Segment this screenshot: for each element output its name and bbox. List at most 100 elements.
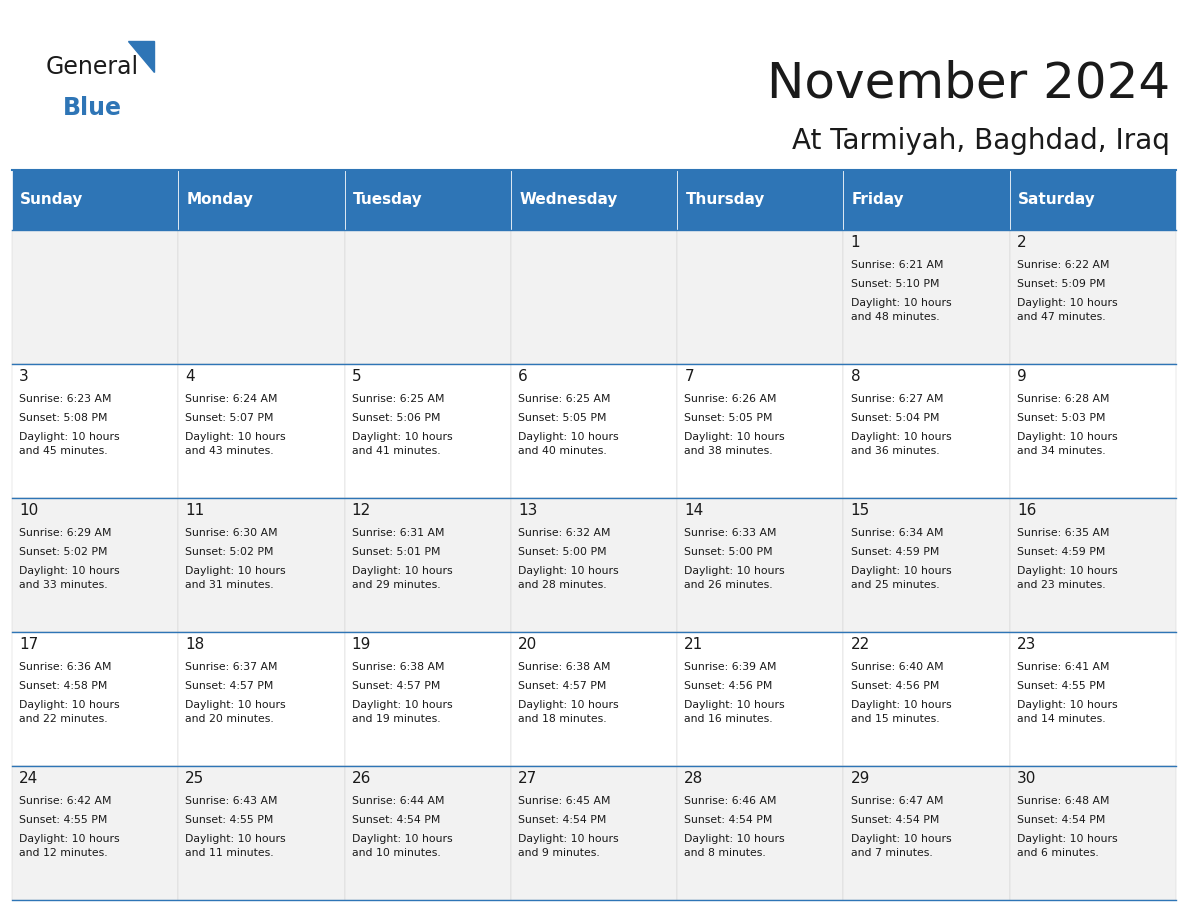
Text: 2: 2 [1017,235,1026,250]
Text: At Tarmiyah, Baghdad, Iraq: At Tarmiyah, Baghdad, Iraq [792,127,1170,155]
Text: General: General [45,55,138,79]
Text: 13: 13 [518,503,537,518]
Text: Monday: Monday [187,192,253,207]
Text: Sunset: 4:54 PM: Sunset: 4:54 PM [352,815,440,825]
Text: 26: 26 [352,771,371,786]
Polygon shape [128,41,154,72]
Bar [511,364,677,498]
Text: Sunset: 4:57 PM: Sunset: 4:57 PM [352,681,440,691]
Text: Sunrise: 6:38 AM: Sunrise: 6:38 AM [352,662,444,672]
Text: Sunrise: 6:25 AM: Sunrise: 6:25 AM [518,394,611,404]
Text: Sunrise: 6:35 AM: Sunrise: 6:35 AM [1017,528,1110,538]
Bar [511,170,677,230]
Text: Sunset: 5:07 PM: Sunset: 5:07 PM [185,413,273,423]
Text: Daylight: 10 hours
and 45 minutes.: Daylight: 10 hours and 45 minutes. [19,432,120,455]
Text: 25: 25 [185,771,204,786]
Bar [1010,230,1176,364]
Text: Sunset: 5:04 PM: Sunset: 5:04 PM [851,413,939,423]
Bar [511,498,677,632]
Text: Daylight: 10 hours
and 48 minutes.: Daylight: 10 hours and 48 minutes. [851,298,952,321]
Text: 17: 17 [19,637,38,652]
Text: Daylight: 10 hours
and 29 minutes.: Daylight: 10 hours and 29 minutes. [352,566,453,589]
Text: Sunset: 5:00 PM: Sunset: 5:00 PM [684,547,773,557]
Bar [12,766,178,900]
Text: Daylight: 10 hours
and 36 minutes.: Daylight: 10 hours and 36 minutes. [851,432,952,455]
Text: Sunrise: 6:29 AM: Sunrise: 6:29 AM [19,528,112,538]
Text: 16: 16 [1017,503,1036,518]
Bar [1010,170,1176,230]
Text: Daylight: 10 hours
and 40 minutes.: Daylight: 10 hours and 40 minutes. [518,432,619,455]
Text: Sunset: 4:54 PM: Sunset: 4:54 PM [851,815,939,825]
Bar [677,766,843,900]
Text: Daylight: 10 hours
and 14 minutes.: Daylight: 10 hours and 14 minutes. [1017,700,1118,723]
Text: 23: 23 [1017,637,1036,652]
Bar [178,230,345,364]
Text: Daylight: 10 hours
and 33 minutes.: Daylight: 10 hours and 33 minutes. [19,566,120,589]
Text: Sunrise: 6:40 AM: Sunrise: 6:40 AM [851,662,943,672]
Text: Daylight: 10 hours
and 7 minutes.: Daylight: 10 hours and 7 minutes. [851,834,952,857]
Bar [677,170,843,230]
Text: 5: 5 [352,369,361,384]
Text: 30: 30 [1017,771,1036,786]
Text: Daylight: 10 hours
and 34 minutes.: Daylight: 10 hours and 34 minutes. [1017,432,1118,455]
Bar [178,364,345,498]
Text: Daylight: 10 hours
and 15 minutes.: Daylight: 10 hours and 15 minutes. [851,700,952,723]
Text: Thursday: Thursday [685,192,765,207]
Text: Saturday: Saturday [1018,192,1095,207]
Text: Sunrise: 6:30 AM: Sunrise: 6:30 AM [185,528,278,538]
Bar [345,632,511,766]
Bar [677,498,843,632]
Text: 18: 18 [185,637,204,652]
Text: 9: 9 [1017,369,1026,384]
Text: 4: 4 [185,369,195,384]
Bar [12,230,178,364]
Text: Sunset: 4:54 PM: Sunset: 4:54 PM [684,815,772,825]
Text: Sunrise: 6:26 AM: Sunrise: 6:26 AM [684,394,777,404]
Text: 24: 24 [19,771,38,786]
Text: 11: 11 [185,503,204,518]
Text: Sunset: 4:55 PM: Sunset: 4:55 PM [1017,681,1105,691]
Text: Sunrise: 6:48 AM: Sunrise: 6:48 AM [1017,796,1110,806]
Bar [511,230,677,364]
Text: 22: 22 [851,637,870,652]
Text: Daylight: 10 hours
and 11 minutes.: Daylight: 10 hours and 11 minutes. [185,834,286,857]
Text: Sunset: 5:02 PM: Sunset: 5:02 PM [19,547,107,557]
Bar [511,766,677,900]
Bar [345,170,511,230]
Text: Sunrise: 6:27 AM: Sunrise: 6:27 AM [851,394,943,404]
Text: Daylight: 10 hours
and 28 minutes.: Daylight: 10 hours and 28 minutes. [518,566,619,589]
Bar [345,766,511,900]
Bar [677,632,843,766]
Text: Sunset: 4:55 PM: Sunset: 4:55 PM [19,815,107,825]
Text: 6: 6 [518,369,527,384]
Text: Sunrise: 6:41 AM: Sunrise: 6:41 AM [1017,662,1110,672]
Text: Sunrise: 6:34 AM: Sunrise: 6:34 AM [851,528,943,538]
Text: Sunrise: 6:36 AM: Sunrise: 6:36 AM [19,662,112,672]
Text: Sunset: 4:59 PM: Sunset: 4:59 PM [1017,547,1105,557]
Text: 28: 28 [684,771,703,786]
Text: Sunset: 5:05 PM: Sunset: 5:05 PM [684,413,772,423]
Text: Tuesday: Tuesday [353,192,423,207]
Text: Sunset: 4:59 PM: Sunset: 4:59 PM [851,547,939,557]
Bar [1010,632,1176,766]
Text: Daylight: 10 hours
and 9 minutes.: Daylight: 10 hours and 9 minutes. [518,834,619,857]
Text: Blue: Blue [63,96,122,120]
Text: Sunset: 4:54 PM: Sunset: 4:54 PM [518,815,606,825]
Text: Daylight: 10 hours
and 6 minutes.: Daylight: 10 hours and 6 minutes. [1017,834,1118,857]
Bar [345,364,511,498]
Text: Sunrise: 6:38 AM: Sunrise: 6:38 AM [518,662,611,672]
Text: 1: 1 [851,235,860,250]
Text: 20: 20 [518,637,537,652]
Text: Wednesday: Wednesday [519,192,618,207]
Text: Daylight: 10 hours
and 10 minutes.: Daylight: 10 hours and 10 minutes. [352,834,453,857]
Text: Daylight: 10 hours
and 43 minutes.: Daylight: 10 hours and 43 minutes. [185,432,286,455]
Text: Sunset: 4:54 PM: Sunset: 4:54 PM [1017,815,1105,825]
Text: Sunset: 4:57 PM: Sunset: 4:57 PM [518,681,606,691]
Bar [178,632,345,766]
Text: Sunset: 5:02 PM: Sunset: 5:02 PM [185,547,273,557]
Bar [12,170,178,230]
Text: 14: 14 [684,503,703,518]
Text: Sunset: 5:10 PM: Sunset: 5:10 PM [851,279,939,289]
Text: Daylight: 10 hours
and 22 minutes.: Daylight: 10 hours and 22 minutes. [19,700,120,723]
Bar [1010,364,1176,498]
